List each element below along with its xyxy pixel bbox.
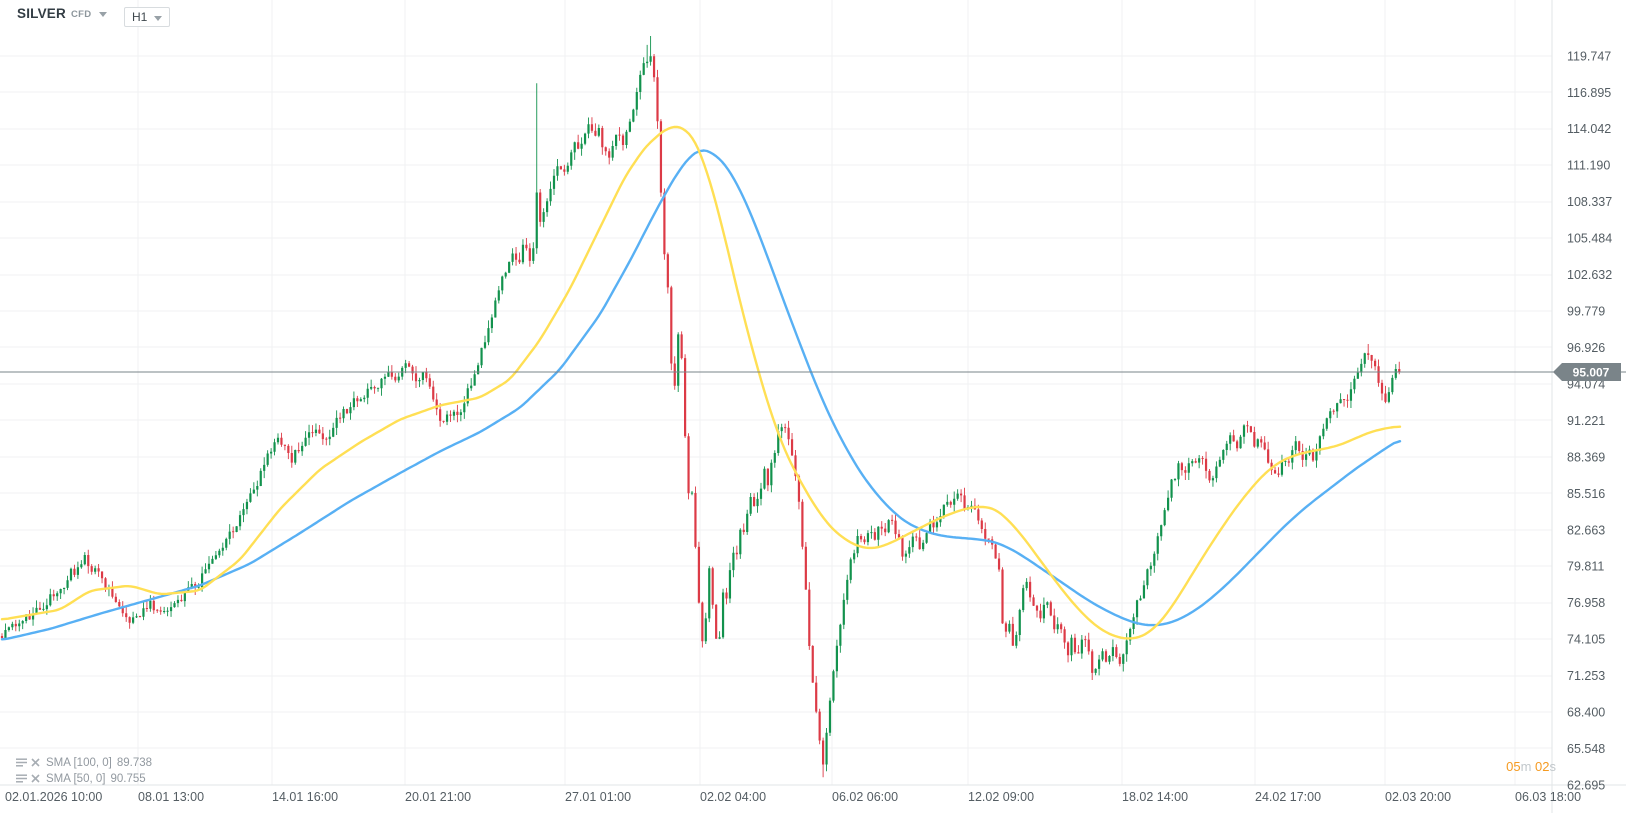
price-tick-label: 82.663 xyxy=(1567,523,1605,537)
time-axis[interactable]: 02.01.2026 10:00 08.01 13:00 14.01 16:00 20… xyxy=(5,790,1581,804)
time-tick-label: 02.01.2026 10:00 xyxy=(5,790,102,804)
indicator-remove-icon[interactable] xyxy=(31,758,40,767)
indicator-label: SMA [50, 0] xyxy=(46,772,106,785)
time-tick-label: 12.02 09:00 xyxy=(968,790,1034,804)
symbol-selector[interactable]: SILVER CFD xyxy=(17,6,108,21)
time-tick-label: 14.01 16:00 xyxy=(272,790,338,804)
indicator-row-sma100: SMA [100, 0] 89.738 xyxy=(16,755,152,770)
instrument-type-label: CFD xyxy=(70,9,92,20)
price-tick-label: 79.811 xyxy=(1567,560,1604,574)
price-tick-label: 108.337 xyxy=(1567,195,1612,209)
price-tick-label: 119.747 xyxy=(1567,49,1611,63)
current-price-tag: 95.007 xyxy=(1553,363,1621,381)
svg-text:95.007: 95.007 xyxy=(1573,366,1610,380)
countdown-minutes: 05 xyxy=(1506,759,1521,774)
price-tick-label: 62.695 xyxy=(1567,778,1605,792)
time-tick-label: 08.01 13:00 xyxy=(138,790,204,804)
indicator-legend: SMA [100, 0] 89.738 SMA [50, 0] 90.755 xyxy=(16,755,152,787)
price-tick-label: 114.042 xyxy=(1567,122,1611,136)
price-tick-label: 105.484 xyxy=(1567,232,1612,246)
time-tick-label: 02.02 04:00 xyxy=(700,790,766,804)
sma-50-line xyxy=(0,125,1402,640)
price-tick-label: 102.632 xyxy=(1567,268,1612,282)
time-tick-label: 06.03 18:00 xyxy=(1515,790,1581,804)
indicator-row-sma50: SMA [50, 0] 90.755 xyxy=(16,771,152,786)
indicator-settings-icon[interactable] xyxy=(16,774,27,783)
chevron-down-icon xyxy=(99,12,108,17)
candlestick-series xyxy=(0,36,1401,778)
sma-100-line xyxy=(0,149,1402,641)
symbol-name: SILVER xyxy=(17,6,66,21)
price-tick-label: 76.958 xyxy=(1567,596,1605,610)
time-tick-label: 27.01 01:00 xyxy=(565,790,631,804)
candle-countdown: 05m 02s xyxy=(1506,759,1556,774)
countdown-seconds: 02 xyxy=(1535,759,1550,774)
timeframe-value: H1 xyxy=(132,10,148,24)
price-tick-label: 116.895 xyxy=(1567,86,1611,100)
indicator-value: 90.755 xyxy=(110,772,146,785)
price-tick-label: 65.548 xyxy=(1567,742,1605,756)
time-tick-label: 06.02 06:00 xyxy=(832,790,898,804)
time-tick-label: 20.01 21:00 xyxy=(405,790,471,804)
indicator-settings-icon[interactable] xyxy=(16,758,27,767)
price-tick-label: 99.779 xyxy=(1567,305,1605,319)
price-tick-label: 111.190 xyxy=(1567,159,1610,173)
indicator-value: 89.738 xyxy=(116,756,153,769)
price-axis[interactable]: 119.747 116.895 114.042 111.190 108.337 105.4… xyxy=(1567,49,1612,792)
price-tick-label: 96.926 xyxy=(1567,341,1605,355)
price-tick-label: 71.253 xyxy=(1567,669,1605,683)
price-tick-label: 88.369 xyxy=(1567,450,1605,464)
time-tick-label: 24.02 17:00 xyxy=(1255,790,1321,804)
time-tick-label: 18.02 14:00 xyxy=(1122,790,1188,804)
price-tick-label: 74.105 xyxy=(1567,633,1605,647)
indicator-remove-icon[interactable] xyxy=(31,774,40,783)
price-tick-label: 85.516 xyxy=(1567,487,1605,501)
price-tick-label: 91.221 xyxy=(1567,414,1605,428)
indicator-label: SMA [100, 0] xyxy=(46,756,112,769)
chevron-down-icon xyxy=(154,15,162,21)
price-tick-label: 68.400 xyxy=(1567,706,1605,720)
timeframe-select[interactable]: H1 xyxy=(124,7,170,27)
time-tick-label: 02.03 20:00 xyxy=(1385,790,1451,804)
